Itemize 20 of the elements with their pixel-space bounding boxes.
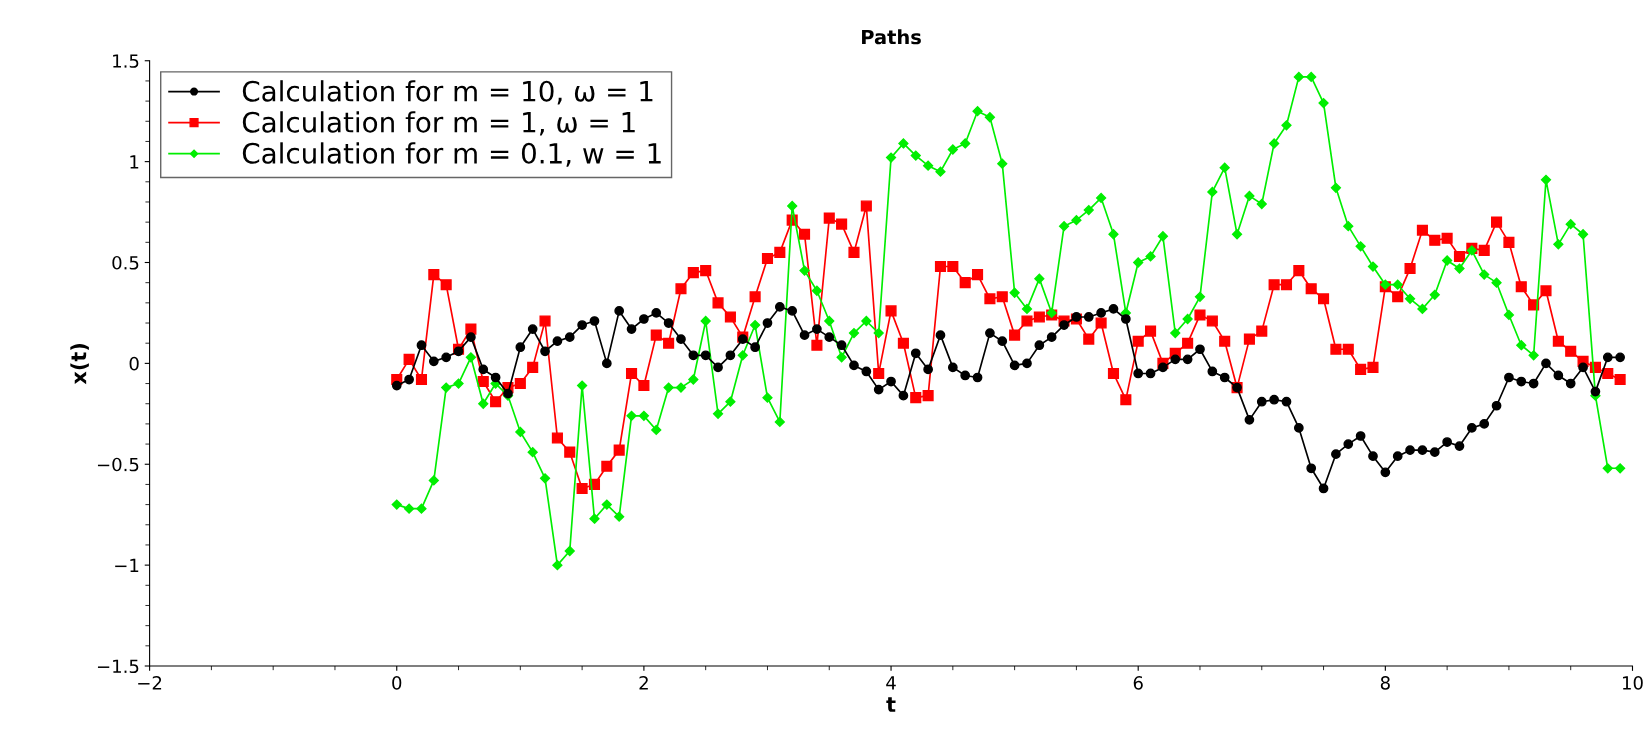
legend-label: Calculation for m = 10, ω = 1 <box>242 80 653 105</box>
x-tick-label: 0 <box>392 676 402 690</box>
y-axis-title: x(t) <box>70 343 89 385</box>
y-tick-label: −1 <box>115 558 139 572</box>
y-tick-label: 0 <box>129 356 139 371</box>
y-tick-label: 1 <box>130 155 139 169</box>
x-tick-label: 4 <box>886 676 896 690</box>
y-tick-label: 1.5 <box>113 54 139 68</box>
legend-label: Calculation for m = 1, ω = 1 <box>242 111 635 136</box>
x-tick-label: 10 <box>1622 676 1643 690</box>
x-tick-label: −2 <box>138 676 162 690</box>
y-tick-label: −1.5 <box>97 659 139 674</box>
x-tick-label: 8 <box>1380 676 1390 690</box>
x-tick-label: 6 <box>1133 676 1143 690</box>
chart-title: Paths <box>862 29 921 45</box>
y-tick-label: −0.5 <box>97 457 139 472</box>
x-tick-label: 2 <box>639 676 648 690</box>
x-axis-title: t <box>886 697 896 712</box>
legend-label: Calculation for m = 0.1, w = 1 <box>242 142 661 167</box>
y-tick-label: 0.5 <box>112 255 139 270</box>
